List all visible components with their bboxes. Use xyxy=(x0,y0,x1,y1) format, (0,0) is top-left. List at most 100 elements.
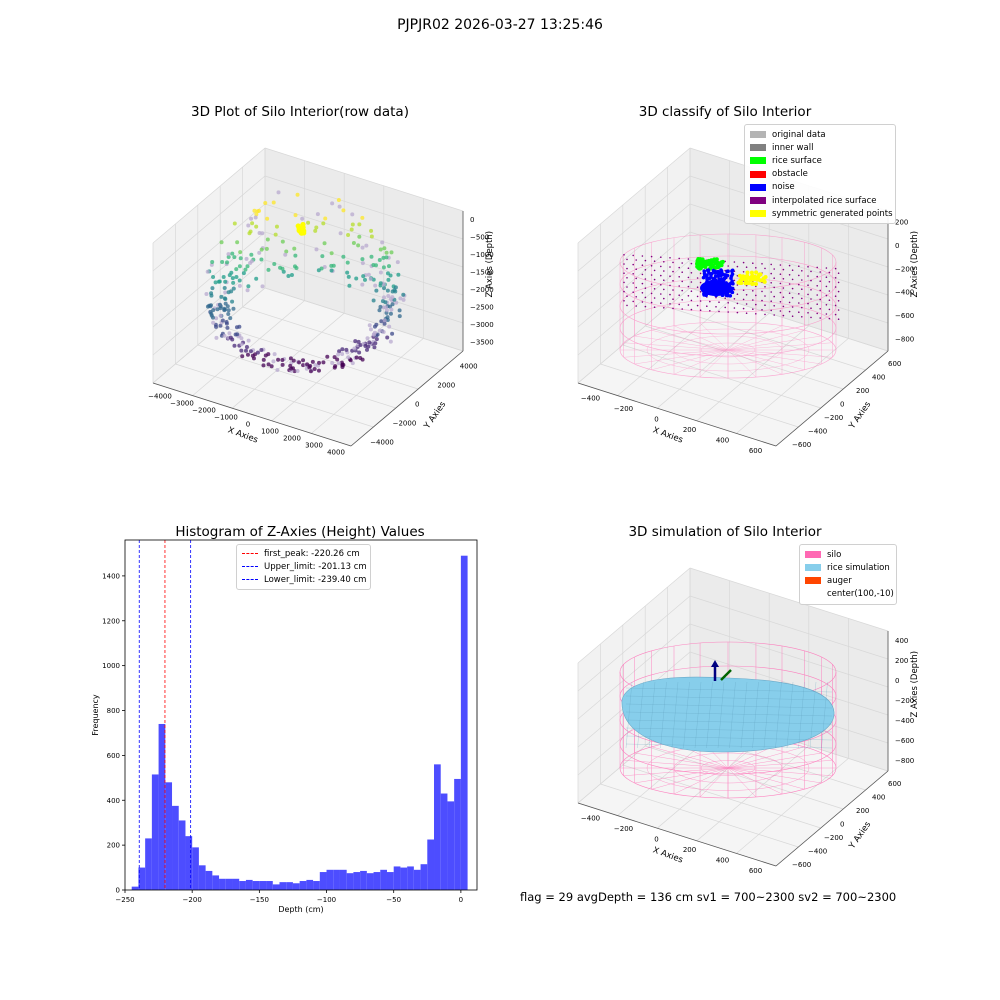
interpolated-point xyxy=(810,270,812,273)
rice-mesh-line xyxy=(625,727,833,733)
gridline xyxy=(689,567,889,632)
panel1-rawdata-3d: −4000−3000−2000−100001000200030004000−40… xyxy=(148,147,495,457)
y-tick-label: 600 xyxy=(888,360,901,368)
interpolated-point xyxy=(837,281,840,284)
interpolated-point xyxy=(663,261,665,263)
interpolated-point xyxy=(699,291,702,293)
x-tick-label: −200 xyxy=(183,896,202,904)
interpolated-point xyxy=(733,298,736,300)
histogram-bar xyxy=(192,847,199,890)
raw-point xyxy=(357,234,362,239)
interpolated-point xyxy=(791,306,794,308)
noise-cluster xyxy=(700,280,732,296)
histogram-bar xyxy=(245,879,253,890)
raw-point xyxy=(307,365,312,370)
interpolated-point xyxy=(696,286,699,289)
raw-point xyxy=(272,261,277,266)
raw-point xyxy=(271,359,276,364)
interpolated-point xyxy=(788,310,791,313)
y-tick-label: 200 xyxy=(107,842,120,850)
raw-point xyxy=(225,325,230,330)
raw-point xyxy=(349,227,354,232)
interpolated-point xyxy=(773,286,775,289)
interpolated-point xyxy=(761,309,763,311)
raw-point xyxy=(373,341,378,346)
gridline xyxy=(152,175,266,272)
raw-point xyxy=(300,216,305,221)
raw-point xyxy=(353,339,358,344)
raw-point xyxy=(357,222,362,227)
interpolated-point xyxy=(733,261,736,263)
x-axis-label: X Axies xyxy=(651,425,684,445)
gridline xyxy=(689,623,889,688)
interpolated-point xyxy=(816,303,818,306)
raw-point xyxy=(276,190,281,195)
raw-point xyxy=(210,259,215,264)
raw-point xyxy=(218,313,223,318)
raw-point xyxy=(350,212,355,217)
gridline xyxy=(577,595,691,692)
raw-point xyxy=(226,252,231,257)
raw-point xyxy=(225,304,230,309)
raw-point xyxy=(393,289,398,294)
raw-point xyxy=(286,273,291,278)
raw-point xyxy=(230,251,235,256)
rice-surface-point xyxy=(709,261,714,266)
raw-point xyxy=(249,216,254,221)
raw-point xyxy=(313,228,318,233)
interpolated-point xyxy=(706,305,708,308)
gridline xyxy=(645,745,844,810)
legend-swatch xyxy=(750,170,766,178)
y-tick-label: −200 xyxy=(824,414,843,422)
raw-point xyxy=(261,357,266,362)
histogram-bar xyxy=(360,870,367,890)
interpolated-point xyxy=(742,271,745,273)
x-tick-label: −4000 xyxy=(148,393,172,401)
silo-floor-ring xyxy=(673,335,783,365)
raw-point xyxy=(367,340,372,345)
interpolated-point xyxy=(770,272,772,275)
gridline xyxy=(600,783,799,848)
raw-point xyxy=(340,352,345,357)
interpolated-point xyxy=(672,261,674,264)
rice-mesh-line xyxy=(625,687,833,693)
interpolated-point xyxy=(663,307,665,309)
legend-entry-rice-simulation: rice simulation xyxy=(805,561,891,574)
interpolated-point xyxy=(798,274,800,277)
interpolated-point xyxy=(626,304,628,307)
interpolated-point xyxy=(752,299,754,301)
interpolated-point xyxy=(626,277,628,279)
interpolated-point xyxy=(761,290,763,293)
interpolated-point xyxy=(678,285,680,287)
raw-point xyxy=(314,225,319,230)
raw-point xyxy=(384,250,389,255)
interpolated-point xyxy=(632,300,634,303)
legend-label: rice surface xyxy=(772,155,822,166)
interpolated-point xyxy=(761,263,763,265)
raw-point xyxy=(205,269,210,274)
interpolated-point xyxy=(810,298,812,300)
raw-point xyxy=(360,357,365,362)
interpolated-point xyxy=(653,269,656,272)
raw-point xyxy=(244,345,249,350)
legend-line xyxy=(242,553,258,555)
raw-point xyxy=(312,367,317,372)
histogram-bar xyxy=(259,881,267,890)
x-axis-line xyxy=(577,802,777,867)
interpolated-point xyxy=(632,273,634,275)
raw-point xyxy=(316,268,321,273)
y-tick-label: −400 xyxy=(808,428,827,436)
histogram-bar xyxy=(151,774,159,890)
raw-point xyxy=(250,221,255,226)
x-tick-label: 4000 xyxy=(327,449,345,457)
raw-point-cluster xyxy=(295,223,301,229)
raw-point xyxy=(259,247,264,252)
interpolated-point xyxy=(773,277,775,280)
y-axis-line xyxy=(775,350,889,447)
gridline xyxy=(231,312,345,409)
symmetric-point xyxy=(745,270,750,275)
interpolated-point xyxy=(733,307,736,309)
raw-point xyxy=(380,240,385,245)
raw-point xyxy=(388,297,393,302)
raw-point xyxy=(316,368,321,373)
